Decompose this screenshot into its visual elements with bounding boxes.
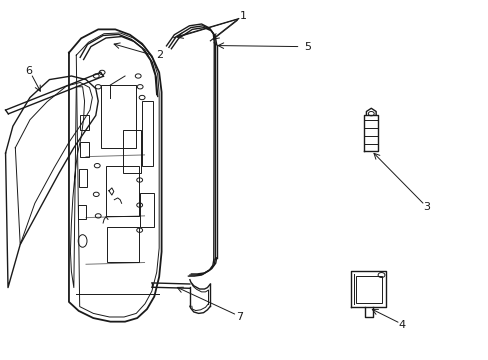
Bar <box>142 101 153 166</box>
Bar <box>105 166 139 216</box>
Text: 3: 3 <box>423 202 429 212</box>
Text: 7: 7 <box>236 312 243 322</box>
Bar <box>140 193 154 226</box>
Bar <box>122 130 141 173</box>
Text: 6: 6 <box>25 66 32 76</box>
Text: 2: 2 <box>156 50 163 60</box>
Text: 1: 1 <box>240 11 246 21</box>
Text: 5: 5 <box>304 42 310 51</box>
Text: 4: 4 <box>398 320 405 330</box>
Bar <box>101 85 136 148</box>
Bar <box>355 276 381 303</box>
Bar <box>80 142 89 157</box>
Bar <box>80 116 89 130</box>
Bar <box>107 226 139 262</box>
Bar <box>78 205 85 220</box>
Bar <box>79 169 86 187</box>
